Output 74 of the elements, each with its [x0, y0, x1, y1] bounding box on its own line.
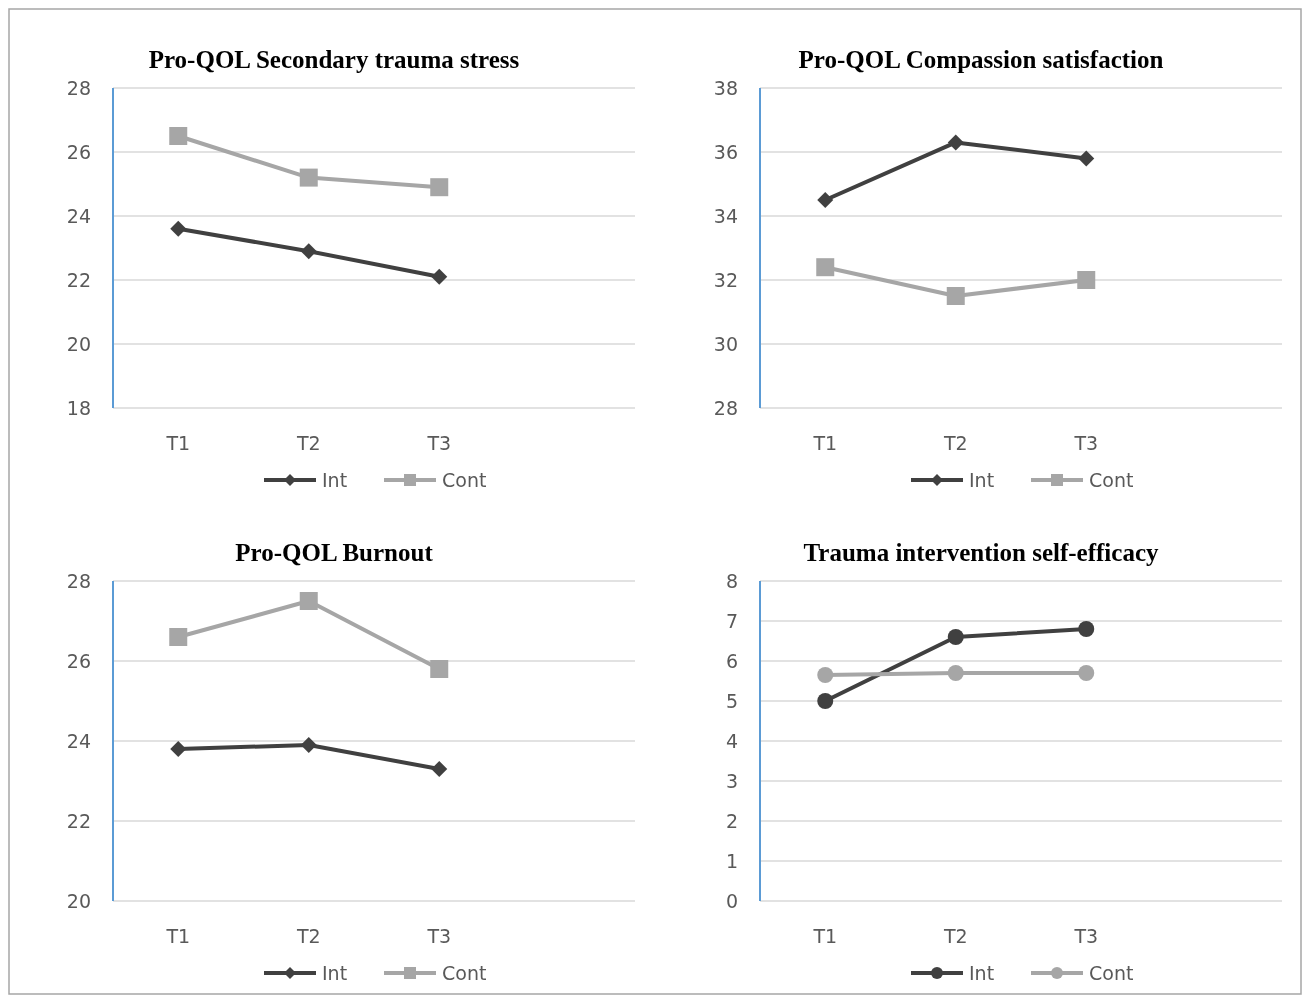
x-tick-label: T2: [295, 432, 321, 454]
y-tick-label: 34: [713, 204, 738, 227]
point: [946, 287, 965, 305]
point: [1078, 621, 1095, 637]
y-tick-label: 26: [66, 649, 91, 672]
point: [817, 693, 834, 709]
y-tick-label: 20: [66, 889, 91, 912]
point: [947, 629, 964, 645]
point: [431, 268, 448, 285]
point: [169, 628, 188, 646]
point: [300, 243, 317, 260]
y-tick-label: 28: [66, 76, 91, 99]
y-tick-label: 28: [713, 396, 738, 419]
y-tick-label: 24: [66, 204, 91, 227]
x-tick-label: T1: [165, 925, 191, 947]
y-tick-label: 22: [66, 268, 91, 291]
y-tick-label: 22: [66, 809, 91, 832]
y-tick-label: 38: [713, 76, 738, 99]
point: [947, 134, 964, 151]
point: [816, 258, 835, 277]
x-tick-label: T1: [165, 432, 191, 454]
y-tick-label: 2: [725, 809, 738, 832]
x-tick-label: T1: [812, 925, 838, 947]
y-tick-label: 0: [725, 889, 738, 912]
x-tick-label: T3: [426, 432, 452, 454]
y-tick-label: 8: [725, 569, 738, 592]
point: [430, 660, 449, 678]
chart-title: Pro-QOL Secondary trauma stress: [148, 46, 520, 73]
chart-title: Trauma intervention self-efficacy: [803, 539, 1159, 566]
chart-title: Pro-QOL Burnout: [235, 539, 434, 566]
y-tick-label: 18: [66, 396, 91, 419]
point: [299, 168, 318, 187]
point: [170, 220, 187, 237]
point: [170, 741, 187, 757]
point: [1077, 271, 1096, 289]
y-tick-label: 26: [66, 140, 91, 163]
y-tick-label: 7: [725, 609, 738, 632]
x-tick-label: T3: [1073, 432, 1099, 454]
point: [430, 178, 449, 197]
x-tick-label: T2: [295, 925, 321, 947]
point: [947, 665, 964, 681]
y-tick-label: 36: [713, 140, 738, 163]
legend-label: Cont: [1089, 468, 1134, 491]
legend-label: Int: [322, 468, 348, 491]
x-tick-label: T3: [1073, 925, 1099, 947]
point: [299, 592, 318, 610]
x-tick-label: T1: [812, 432, 838, 454]
legend-label: Int: [322, 961, 348, 984]
x-tick-label: T2: [942, 432, 968, 454]
point: [1078, 665, 1095, 681]
x-tick-label: T2: [942, 925, 968, 947]
point: [1078, 150, 1095, 167]
legend-label: Cont: [442, 961, 487, 984]
point: [431, 761, 448, 777]
y-tick-label: 5: [725, 689, 738, 712]
chart-title: Pro-QOL Compassion satisfaction: [798, 46, 1164, 73]
legend-label: Cont: [1089, 961, 1134, 984]
y-tick-label: 4: [725, 729, 738, 752]
point: [300, 737, 317, 753]
y-tick-label: 6: [725, 649, 738, 672]
legend-label: Int: [969, 468, 995, 491]
y-tick-label: 30: [713, 332, 738, 355]
y-tick-label: 28: [66, 569, 91, 592]
y-tick-label: 20: [66, 332, 91, 355]
point: [169, 127, 188, 145]
legend-label: Cont: [442, 468, 487, 491]
y-tick-label: 3: [725, 769, 738, 792]
y-tick-label: 24: [66, 729, 91, 752]
point: [817, 667, 834, 683]
y-tick-label: 32: [713, 268, 738, 291]
y-tick-label: 1: [725, 849, 738, 872]
x-tick-label: T3: [426, 925, 452, 947]
legend-label: Int: [969, 961, 995, 984]
point: [817, 192, 834, 208]
